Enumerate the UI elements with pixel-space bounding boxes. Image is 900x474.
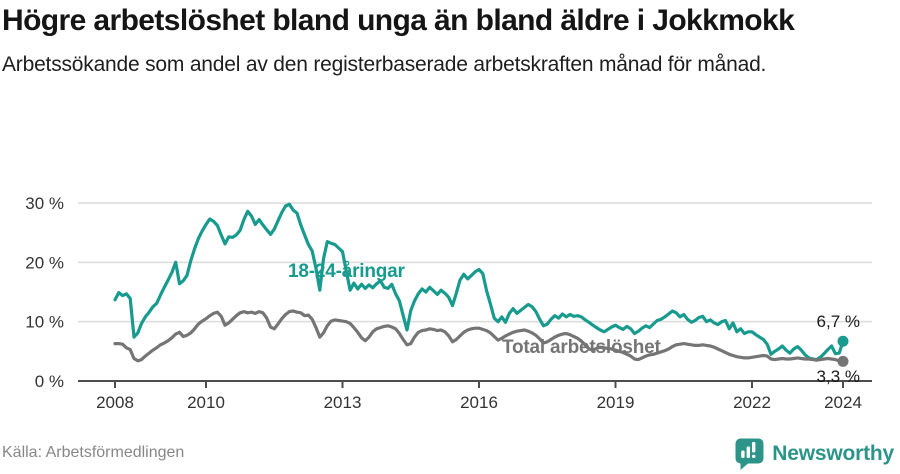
x-axis-tick-label: 2024 [824,393,862,412]
x-axis-tick-label: 2022 [733,393,771,412]
brand-name: Newsworthy [772,442,894,465]
x-axis-tick-label: 2013 [324,393,362,412]
y-axis-tick-label: 30 % [25,194,64,213]
series-end-dot-young [837,335,849,347]
y-axis-tick-label: 0 % [35,372,64,391]
end-value-young: 6,7 % [816,312,860,331]
series-label-young: 18-24-åringar [288,261,405,282]
x-axis-tick-label: 2010 [187,393,225,412]
x-axis-tick-label: 2019 [597,393,635,412]
newsworthy-brand: Newsworthy [734,437,894,471]
y-axis-tick-label: 10 % [25,313,64,332]
x-axis-tick-label: 2008 [96,393,134,412]
series-end-dot-total [837,355,849,367]
page-subtitle: Arbetssökande som andel av den registerb… [2,53,767,76]
chart-header: Högre arbetslöshet bland unga än bland ä… [2,2,832,78]
series-label-total: Total arbetslöshet [502,337,661,358]
newsworthy-logo-icon [734,437,765,471]
page-title: Högre arbetslöshet bland unga än bland ä… [2,4,795,37]
end-value-total: 3,3 % [816,367,860,386]
y-axis-tick-label: 20 % [25,253,64,272]
x-axis-tick-label: 2016 [460,393,498,412]
series-line-total [113,309,845,363]
source-note: Källa: Arbetsförmedlingen [2,444,185,461]
series-line-young [113,202,845,362]
